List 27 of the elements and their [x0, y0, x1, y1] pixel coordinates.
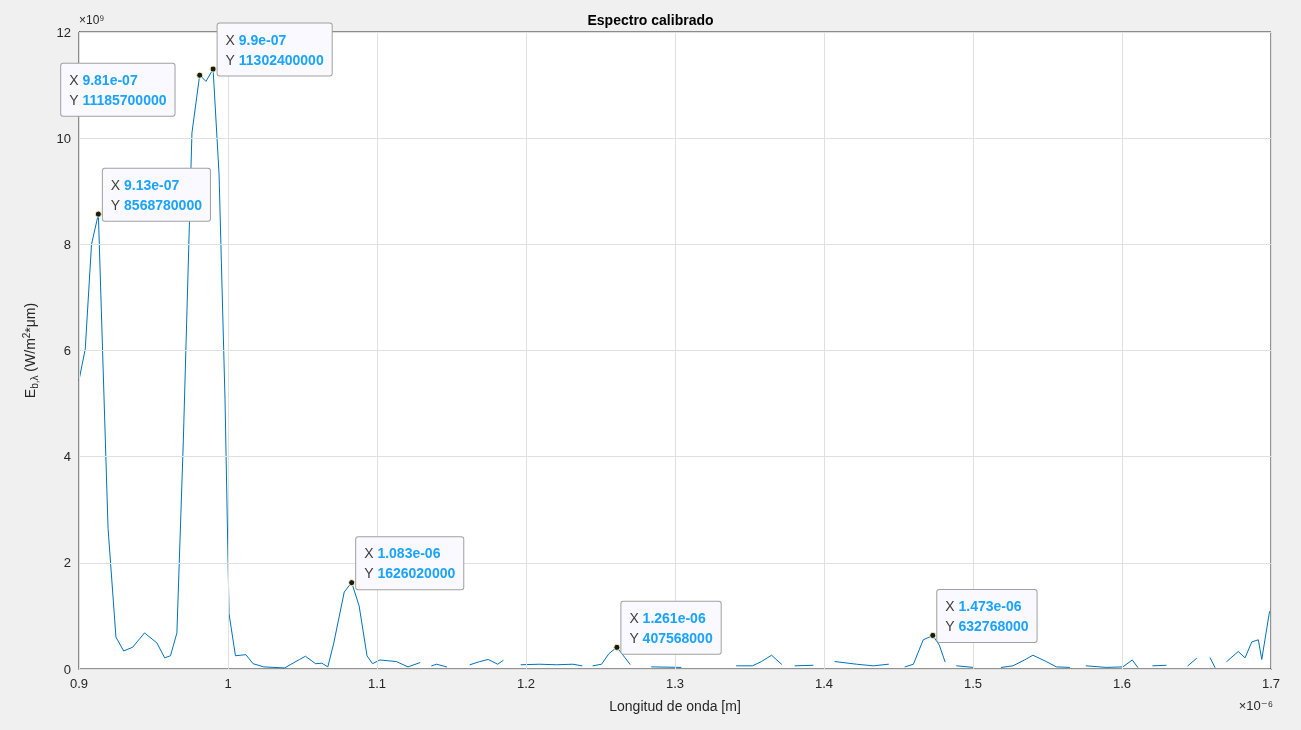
- y-tick-label: 2: [63, 555, 71, 571]
- y-tick-label: 12: [56, 24, 71, 40]
- y-tick-label: 10: [56, 130, 71, 146]
- y-tick-label: 8: [63, 236, 71, 252]
- text: ×10⁹: [79, 13, 105, 27]
- y-tick-label: 4: [63, 449, 71, 465]
- annotation: X 1.261e-06 Y 407568000: [629, 609, 713, 646]
- x-tick-label: 1.7: [1261, 676, 1281, 691]
- y-tick-label: 6: [63, 343, 71, 358]
- x-tick-label: 1.5: [963, 676, 983, 691]
- text: ×10⁻⁶: [1238, 698, 1273, 713]
- annotation: X 9.81e-07 Y 11185700000: [69, 71, 167, 108]
- x-tick-label: 1.6: [1112, 676, 1132, 691]
- annotation: X 1.473e-06 Y 632768000: [945, 597, 1029, 634]
- annotation: X 9.9e-07 Y 11302400000: [225, 31, 324, 68]
- x-tick-label: 1.1: [367, 676, 387, 691]
- x-axis-title: Longitud de onda [m]: [609, 698, 741, 714]
- annotation: X 9.13e-07 Y 8568780000: [110, 176, 203, 213]
- x-tick-label: 1.4: [814, 676, 834, 691]
- annotation: X 1.083e-06 Y 1626020000: [364, 545, 456, 582]
- y-axis-title: Eb,λ (W/m2*μm): [20, 302, 40, 399]
- x-tick-label: 1.2: [516, 676, 536, 691]
- chart-title: Espectro calibrado: [587, 12, 714, 28]
- x-tick-label: 1: [224, 676, 232, 691]
- y-tick-label: 0: [63, 661, 71, 677]
- x-tick-label: 0.9: [69, 676, 89, 691]
- x-tick-label: 1.3: [665, 676, 685, 691]
